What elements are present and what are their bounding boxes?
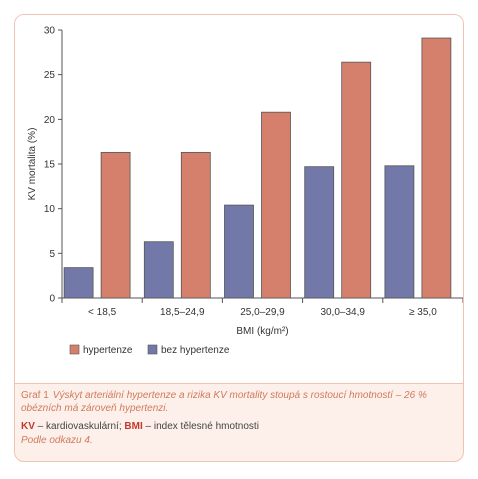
- y-tick-label: 15: [44, 160, 56, 171]
- bar-hypertenze: [100, 151, 131, 299]
- caption-text: Výskyt arteriální hypertenze a rizika KV…: [21, 390, 427, 414]
- bar-chart: 0 5 10 15 20 25 30 KV mortalita (%) < 18,5 18,5–2…: [27, 26, 463, 356]
- chart-panel: 0 5 10 15 20 25 30 KV mortalita (%) < 18,5 18,5–2…: [15, 15, 463, 384]
- y-tick-label: 20: [44, 115, 56, 126]
- bar-bez-hypertenze: [304, 166, 335, 299]
- x-category-label: ≥ 35,0: [409, 307, 437, 318]
- abbrev-kv: KV: [21, 421, 35, 432]
- x-axis-label: BMI (kg/m²): [236, 326, 288, 337]
- x-category-label: 18,5–24,9: [160, 307, 205, 318]
- legend-label-bez-hypertenze: bez hypertenze: [161, 345, 230, 356]
- caption-prefix: Graf 1: [21, 390, 49, 401]
- abbrev-kv-text: – kardiovaskulární;: [34, 421, 125, 432]
- y-tick-label: 30: [44, 26, 56, 37]
- bar-bez-hypertenze: [63, 267, 94, 299]
- legend-swatch-bez-hypertenze: [147, 344, 158, 355]
- bar-hypertenze: [421, 37, 452, 299]
- y-tick-label: 0: [49, 294, 55, 305]
- bar-bez-hypertenze: [143, 241, 174, 299]
- bar-hypertenze: [341, 61, 372, 299]
- figure-caption: Graf 1 Výskyt arteriální hypertenze a riz…: [21, 389, 459, 447]
- abbrev-bmi: BMI: [124, 421, 143, 432]
- x-category-label: 30,0–34,9: [320, 307, 365, 318]
- y-tick-label: 10: [44, 204, 56, 215]
- x-category-label: 25,0–29,9: [240, 307, 285, 318]
- y-tick-label: 5: [49, 249, 55, 260]
- legend-label-hypertenze: hypertenze: [83, 345, 133, 356]
- y-tick-label: 25: [44, 70, 56, 81]
- bar-hypertenze: [180, 151, 211, 299]
- source-note: Podle odkazu 4.: [21, 435, 93, 446]
- caption-text-block: Graf 1 Výskyt arteriální hypertenze a riz…: [21, 389, 459, 415]
- figure-box: 0 5 10 15 20 25 30 KV mortalita (%) < 18,5 18,5–2…: [14, 14, 464, 462]
- x-category-label: < 18,5: [88, 307, 117, 318]
- bar-bez-hypertenze: [224, 204, 254, 299]
- abbreviations: KV – kardiovaskulární; BMI – index těles…: [21, 420, 459, 433]
- abbrev-bmi-text: – index tělesné hmotnosti: [142, 421, 259, 432]
- y-axis-label: KV mortalita (%): [27, 128, 38, 201]
- legend-swatch-hypertenze: [69, 344, 80, 355]
- bar-bez-hypertenze: [384, 165, 415, 299]
- bar-hypertenze: [261, 111, 291, 299]
